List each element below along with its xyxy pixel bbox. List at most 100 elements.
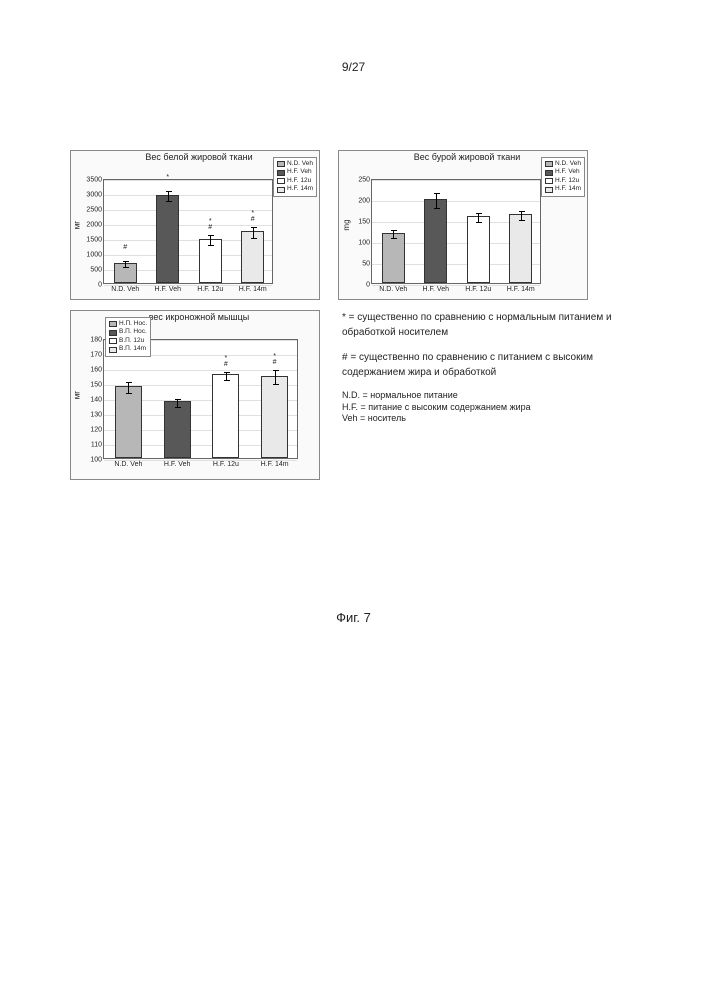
y-tick-label: 1000 (86, 252, 102, 259)
legend-label: В.П. Нос. (119, 328, 147, 336)
data-bar (424, 199, 447, 283)
plot-area: 050100150200250N.D. VehH.F. VehH.F. 12uH… (371, 179, 541, 284)
y-tick-label: 100 (90, 457, 102, 464)
significance-marker: * # (224, 356, 228, 369)
legend-item: N.D. Veh (545, 160, 581, 168)
x-tick-label: H.F. 12u (197, 286, 223, 293)
y-tick-label: 130 (90, 412, 102, 419)
legend-item: H.F. 14m (277, 185, 313, 193)
legend-swatch (545, 161, 553, 167)
x-tick-label: H.F. Veh (423, 286, 449, 293)
data-bar (467, 216, 490, 283)
significance-marker: # (123, 245, 127, 251)
legend-item: H.F. Veh (545, 168, 581, 176)
legend-label: H.F. Veh (555, 168, 580, 176)
legend-swatch (545, 170, 553, 176)
y-tick-label: 500 (90, 267, 102, 274)
grid-line (372, 180, 540, 181)
error-bar (177, 399, 178, 408)
grid-line (104, 210, 272, 211)
y-tick-label: 160 (90, 367, 102, 374)
legend: N.D. VehH.F. VehH.F. 12uH.F. 14m (273, 157, 317, 197)
legend-label: H.F. 14m (287, 185, 313, 193)
legend-item: H.F. 14m (545, 185, 581, 193)
x-tick-label: H.F. 12u (465, 286, 491, 293)
legend-label: N.D. Veh (287, 160, 313, 168)
y-tick-label: 1500 (86, 237, 102, 244)
y-tick-label: 150 (358, 219, 370, 226)
y-axis-label: мг (73, 391, 82, 399)
legend-swatch (545, 187, 553, 193)
error-bar (210, 235, 211, 246)
legend-item: В.П. 14m (109, 345, 147, 353)
x-tick-label: H.F. 14m (239, 286, 267, 293)
legend-swatch (277, 161, 285, 167)
grid-line (104, 195, 272, 196)
y-tick-label: 110 (91, 442, 102, 449)
grid-line (104, 180, 272, 181)
abbr-nd: N.D. = нормальное питание (342, 390, 630, 402)
legend-swatch (109, 338, 117, 344)
error-bar (478, 213, 479, 223)
abbr-veh: Veh = носитель (342, 413, 630, 425)
figure-panel: Вес белой жировой тканимг050010001500200… (70, 150, 630, 490)
y-tick-label: 100 (358, 240, 370, 247)
legend-swatch (109, 330, 117, 336)
abbr-hf: H.F. = питание с высоким содержанием жир… (342, 402, 630, 414)
grid-line (104, 370, 297, 371)
y-tick-label: 120 (90, 427, 102, 434)
legend-label: H.F. 12u (287, 177, 311, 185)
y-tick-label: 250 (358, 177, 370, 184)
data-bar (164, 401, 191, 458)
error-bar (125, 261, 126, 268)
legend-item: Н.П. Нос. (109, 320, 147, 328)
y-tick-label: 50 (362, 261, 370, 268)
x-tick-label: N.D. Veh (114, 461, 142, 468)
x-tick-label: N.D. Veh (111, 286, 139, 293)
error-bar (128, 382, 129, 394)
y-tick-label: 140 (90, 397, 102, 404)
significance-marker: * # (208, 219, 212, 232)
x-tick-label: H.F. 14m (261, 461, 289, 468)
y-tick-label: 150 (90, 382, 102, 389)
chart-white-fat: Вес белой жировой тканимг050010001500200… (70, 150, 320, 300)
y-axis-label: mg (342, 219, 351, 230)
legend: Н.П. Нос.В.П. Нос.В.П. 12uВ.П. 14m (105, 317, 151, 357)
y-tick-label: 200 (358, 198, 370, 205)
data-bar (212, 374, 239, 458)
legend-swatch (277, 187, 285, 193)
grid-line (104, 225, 272, 226)
grid-line (372, 201, 540, 202)
y-tick-label: 2000 (86, 222, 102, 229)
y-tick-label: 0 (366, 282, 370, 289)
legend-label: H.F. Veh (287, 168, 312, 176)
legend-item: В.П. Нос. (109, 328, 147, 336)
error-bar (393, 230, 394, 238)
y-tick-label: 0 (98, 282, 102, 289)
data-bar (509, 214, 532, 283)
legend-item: H.F. 12u (277, 177, 313, 185)
legend-label: В.П. 12u (119, 337, 144, 345)
x-tick-label: H.F. Veh (155, 286, 181, 293)
data-bar (261, 376, 288, 459)
chart-brown-fat: Вес бурой жировой тканиmg050100150200250… (338, 150, 588, 300)
legend-label: H.F. 12u (555, 177, 579, 185)
figure-notes: * = существенно по сравнению с нормальны… (338, 310, 630, 480)
page-number: 9/27 (0, 60, 707, 74)
y-tick-label: 3500 (86, 177, 102, 184)
data-bar (156, 195, 179, 284)
legend-label: Н.П. Нос. (119, 320, 147, 328)
data-bar (115, 386, 142, 458)
note-hash: # = существенно по сравнению с питанием … (342, 350, 630, 380)
error-bar (253, 227, 254, 239)
error-bar (436, 193, 437, 210)
legend-swatch (545, 178, 553, 184)
y-tick-label: 3000 (86, 192, 102, 199)
error-bar (226, 372, 227, 381)
x-tick-label: H.F. Veh (164, 461, 190, 468)
legend-swatch (277, 178, 285, 184)
y-tick-label: 2500 (86, 207, 102, 214)
legend-item: H.F. 12u (545, 177, 581, 185)
legend-swatch (277, 170, 285, 176)
data-bar (382, 233, 405, 283)
